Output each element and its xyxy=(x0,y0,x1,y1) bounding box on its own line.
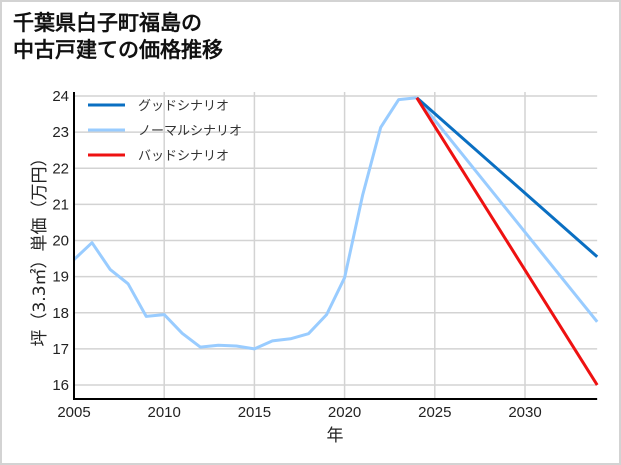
series-lines xyxy=(72,96,599,386)
legend-label: ノーマルシナリオ xyxy=(138,124,242,139)
series-line xyxy=(415,97,599,386)
y-tick-label: 20 xyxy=(52,233,69,250)
y-tick-label: 21 xyxy=(52,196,69,213)
chart-title-line2: 中古戸建ての価格推移 xyxy=(13,38,223,62)
x-tick-label: 2020 xyxy=(328,404,361,421)
x-tick-label: 2025 xyxy=(418,404,451,421)
axes xyxy=(73,92,598,400)
chart-title: 千葉県白子町福島の 中古戸建ての価格推移 xyxy=(13,10,223,64)
x-tick-label: 2030 xyxy=(508,404,541,421)
y-tick-label: 19 xyxy=(52,269,69,286)
y-tick-label: 24 xyxy=(52,88,69,105)
x-tick-label: 2010 xyxy=(148,404,181,421)
y-tick-label: 17 xyxy=(52,341,69,358)
y-tick-label: 16 xyxy=(52,377,69,394)
y-tick-label: 18 xyxy=(52,305,69,322)
tick-labels: 16 17 18 19 20 21 22 23 24 2005 2010 2015 2020 2025 20… xyxy=(52,88,541,421)
legend-label: バッドシナリオ xyxy=(138,149,229,164)
grid-lines xyxy=(73,92,598,399)
series-line xyxy=(72,96,417,351)
x-axis-label: 年 xyxy=(327,426,344,446)
x-tick-label: 2015 xyxy=(238,404,271,421)
chart-title-line1: 千葉県白子町福島の xyxy=(13,11,202,35)
series-line xyxy=(415,96,599,323)
y-tick-label: 22 xyxy=(52,160,69,177)
series-line xyxy=(415,96,599,258)
x-tick-label: 2005 xyxy=(57,404,90,421)
legend-label: グッドシナリオ xyxy=(138,99,229,114)
y-axis-label: 坪（3.3㎡）単価（万円） xyxy=(30,149,50,346)
y-tick-label: 23 xyxy=(52,124,69,141)
